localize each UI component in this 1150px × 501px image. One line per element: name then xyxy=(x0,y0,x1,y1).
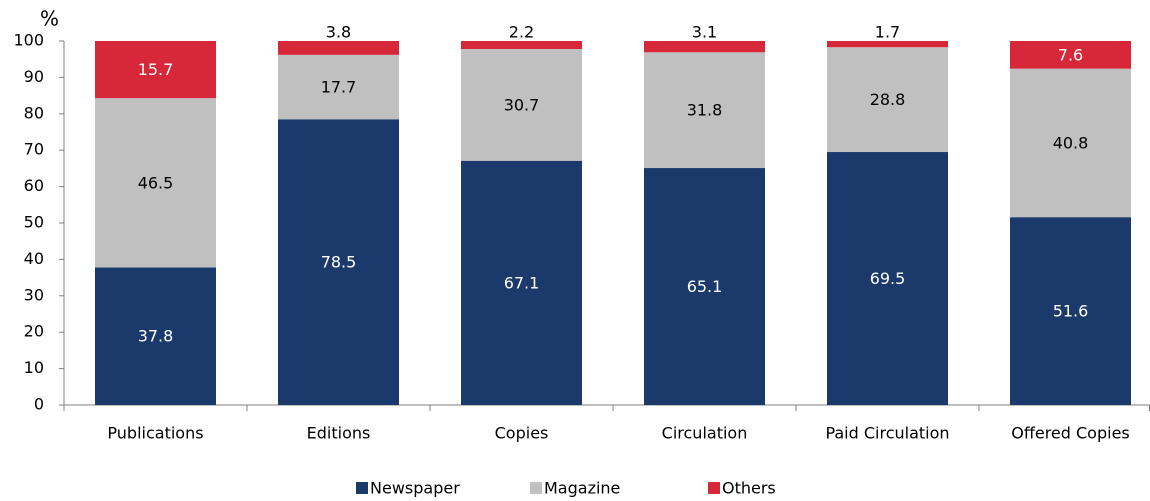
legend-swatch xyxy=(708,482,720,494)
bar-segment xyxy=(827,41,948,48)
x-tick-label: Paid Circulation xyxy=(825,424,949,443)
x-tick-label: Circulation xyxy=(662,424,748,443)
y-tick-label: 80 xyxy=(24,103,44,122)
bar-segment xyxy=(461,160,582,405)
bar-segment xyxy=(644,52,765,169)
bar-segment xyxy=(278,119,399,405)
legend-swatch xyxy=(356,482,368,494)
data-label: 78.5 xyxy=(321,253,357,272)
data-label: 40.8 xyxy=(1053,133,1089,152)
data-label: 46.5 xyxy=(138,173,174,192)
y-tick-label: 40 xyxy=(24,249,44,268)
data-label: 30.7 xyxy=(504,95,540,114)
bar-segment xyxy=(827,47,948,153)
bar-segment xyxy=(1010,41,1131,69)
legend-label: Others xyxy=(722,479,776,498)
data-label: 1.7 xyxy=(875,23,900,42)
data-label: 3.8 xyxy=(326,23,351,42)
y-tick-label: 70 xyxy=(24,140,44,159)
bar-segment xyxy=(278,54,399,120)
bar-segment xyxy=(95,98,216,268)
data-label: 28.8 xyxy=(870,90,906,109)
bar-segment xyxy=(95,41,216,99)
data-label: 17.7 xyxy=(321,78,357,97)
legend-label: Newspaper xyxy=(370,479,460,498)
data-label: 51.6 xyxy=(1053,302,1089,321)
bar-segment xyxy=(461,41,582,50)
data-label: 7.6 xyxy=(1058,45,1083,64)
x-tick-label: Editions xyxy=(307,424,371,443)
data-label: 37.8 xyxy=(138,327,174,346)
y-tick-label: 20 xyxy=(24,322,44,341)
y-tick-label: 60 xyxy=(24,176,44,195)
y-axis-label: % xyxy=(40,7,59,31)
bar-segment xyxy=(1010,217,1131,405)
bar-segment xyxy=(95,267,216,405)
bar-segment xyxy=(1010,68,1131,218)
bar-segment xyxy=(644,168,765,405)
data-label: 15.7 xyxy=(138,60,174,79)
data-label: 3.1 xyxy=(692,23,717,42)
data-label: 31.8 xyxy=(687,101,723,120)
y-tick-label: 50 xyxy=(24,213,44,232)
data-label: 65.1 xyxy=(687,277,723,296)
y-tick-label: 0 xyxy=(34,395,44,414)
x-tick-label: Publications xyxy=(107,424,203,443)
y-tick-label: 10 xyxy=(24,358,44,377)
y-tick-label: 30 xyxy=(24,285,44,304)
data-label: 69.5 xyxy=(870,269,906,288)
bar-segment xyxy=(461,49,582,161)
y-tick-label: 90 xyxy=(24,67,44,86)
legend-label: Magazine xyxy=(544,479,620,498)
x-tick-label: Copies xyxy=(495,424,549,443)
y-tick-label: 100 xyxy=(13,31,44,50)
data-label: 67.1 xyxy=(504,273,540,292)
legend-swatch xyxy=(530,482,542,494)
bar-segment xyxy=(278,41,399,55)
x-tick-label: Offered Copies xyxy=(1011,424,1130,443)
bar-segment xyxy=(827,152,948,405)
data-label: 2.2 xyxy=(509,23,534,42)
bar-segment xyxy=(644,41,765,53)
